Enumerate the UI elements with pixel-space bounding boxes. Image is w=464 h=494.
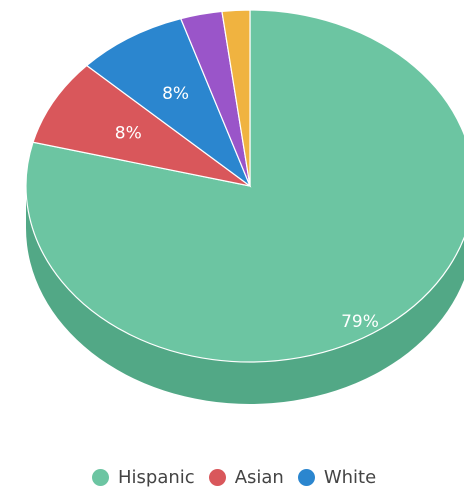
pie-label-asian: 8% — [115, 123, 142, 143]
legend-swatch-hispanic — [92, 468, 109, 486]
legend-item-white[interactable]: White — [297, 466, 377, 488]
legend-label-asian: Asian — [234, 466, 284, 488]
pie-slice-other-4[interactable] — [221, 9, 251, 187]
legend-swatch-asian — [208, 468, 226, 486]
pie-chart: 79% 8% 8% — [25, 9, 464, 404]
pie-slices — [25, 9, 464, 363]
legend-label-white: White — [323, 466, 377, 488]
pie-side-0 — [26, 186, 464, 404]
pie-label-white: 8% — [162, 84, 189, 104]
legend: Hispanic Asian White — [92, 466, 376, 488]
legend-item-asian[interactable]: Asian — [208, 466, 284, 488]
legend-item-hispanic[interactable]: Hispanic — [92, 467, 195, 488]
pie-slice-hispanic[interactable] — [25, 9, 464, 363]
legend-label-hispanic: Hispanic — [118, 466, 195, 488]
pie-sides — [26, 186, 464, 404]
pie-label-hispanic: 79% — [341, 312, 379, 332]
pie-slice-asian[interactable] — [32, 64, 251, 187]
pie-labels: 79% 8% 8% — [115, 84, 379, 332]
legend-swatch-white — [297, 468, 315, 486]
pie-slice-white[interactable] — [85, 17, 252, 188]
